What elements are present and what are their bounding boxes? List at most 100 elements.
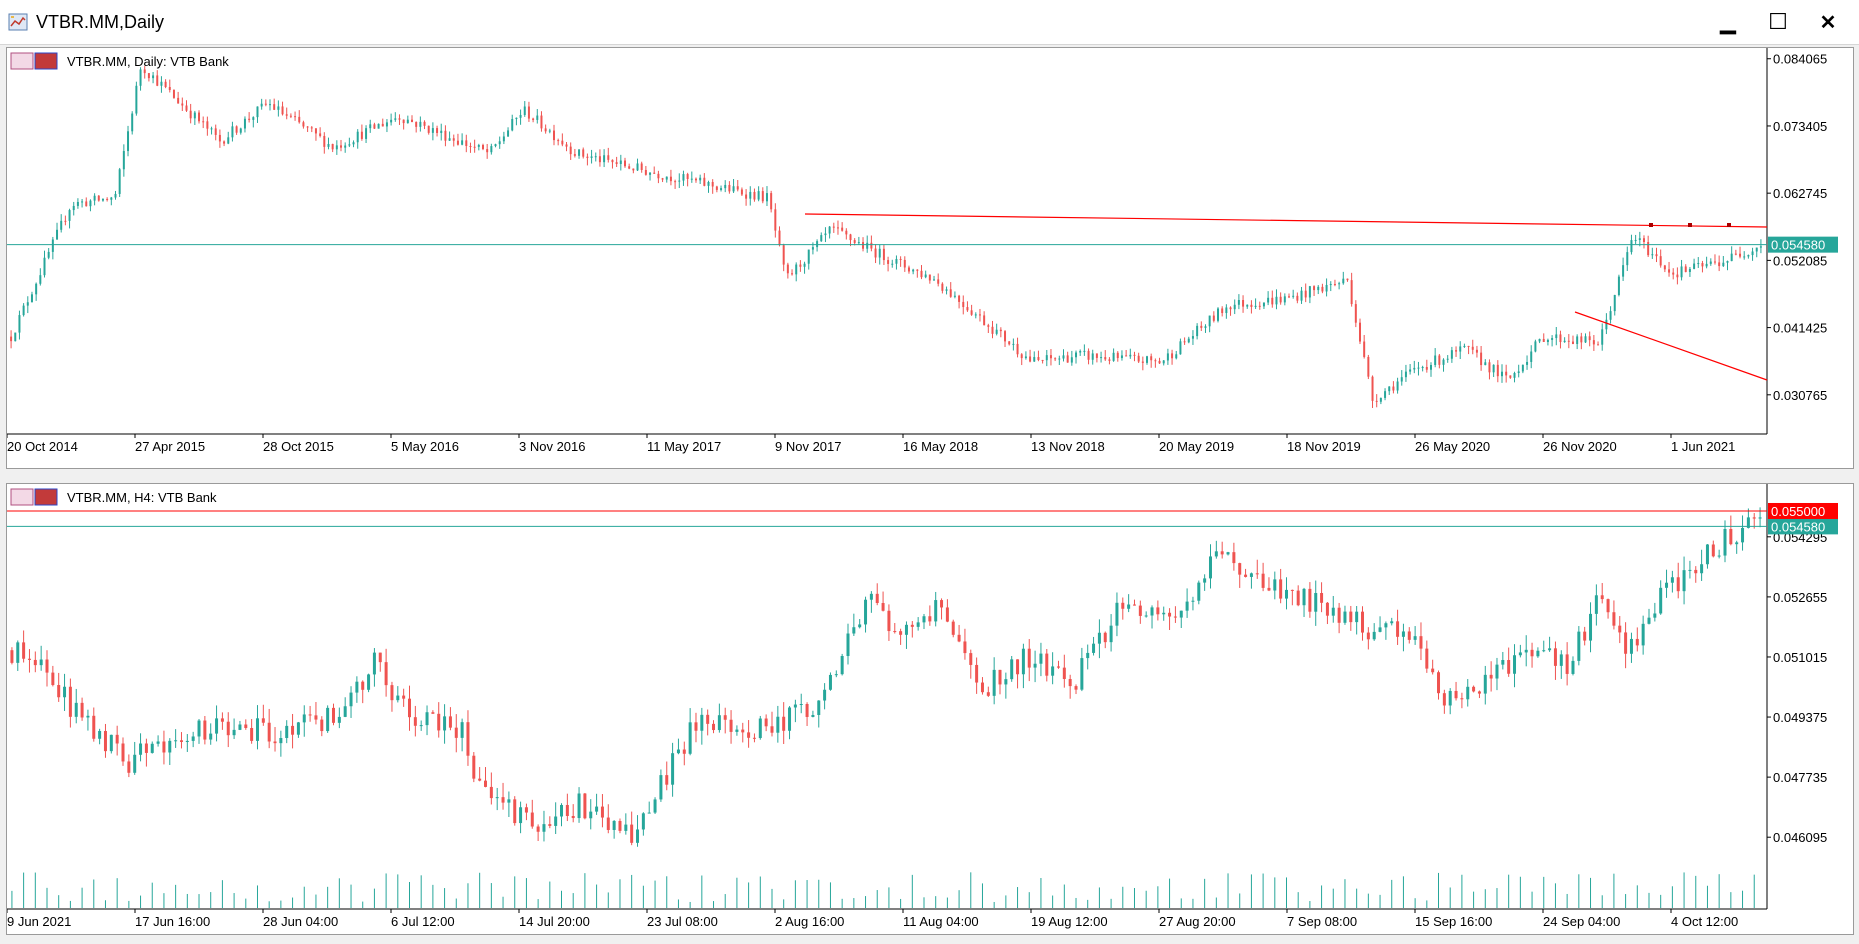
candle-body xyxy=(365,128,368,139)
candle-body xyxy=(320,719,324,732)
candle-body xyxy=(945,289,948,291)
candle-body xyxy=(1488,362,1491,373)
price-tick-label: 0.062745 xyxy=(1773,186,1827,201)
time-tick-label: 27 Aug 20:00 xyxy=(1159,914,1236,929)
candle-body xyxy=(1214,551,1218,557)
h4-chart-pane[interactable]: 0.054295 0.052655 0.051015 0.049375 0.047735… xyxy=(6,483,1854,935)
candle-body xyxy=(1308,286,1311,298)
support-trendline[interactable] xyxy=(1574,311,1768,381)
candle-body xyxy=(811,247,814,250)
candle-body xyxy=(1016,659,1020,675)
candle-body xyxy=(1267,587,1271,591)
time-tick-label: 20 May 2019 xyxy=(1159,439,1234,454)
candle-body xyxy=(1417,367,1420,369)
candle-body xyxy=(628,166,631,169)
candle-body xyxy=(778,230,781,246)
candle-body xyxy=(688,722,692,754)
candle-body xyxy=(916,269,919,271)
candle-body xyxy=(1653,613,1657,618)
properties-icon[interactable] xyxy=(10,488,34,506)
candle-body xyxy=(969,653,973,665)
daily-chart-pane[interactable]: 0.084065 0.073405 0.062745 0.052085 0.041425… xyxy=(6,47,1854,469)
candle-body xyxy=(454,727,458,738)
candle-body xyxy=(799,264,802,267)
daily-chart[interactable]: 0.084065 0.073405 0.062745 0.052085 0.041425… xyxy=(7,48,1853,468)
candle-body xyxy=(992,669,996,696)
candle-body xyxy=(406,119,409,124)
candle-body xyxy=(595,806,599,812)
candle-body xyxy=(1688,569,1692,571)
candle-body xyxy=(1565,654,1569,674)
candle-body xyxy=(1542,338,1545,342)
candle-body xyxy=(1571,660,1575,674)
candle-body xyxy=(1233,304,1236,310)
candle-body xyxy=(168,740,172,753)
properties-icon[interactable] xyxy=(10,52,34,70)
candle-body xyxy=(81,201,84,203)
candle-body xyxy=(846,633,850,657)
candle-body xyxy=(1684,266,1687,272)
candle-body xyxy=(699,177,702,181)
candle-body xyxy=(893,631,897,633)
candle-body xyxy=(93,195,96,201)
candle-body xyxy=(92,715,96,739)
candle-body xyxy=(1033,663,1037,668)
candle-body xyxy=(1717,555,1721,557)
candle-body xyxy=(832,226,835,228)
candle-body xyxy=(1138,605,1142,616)
candle-body xyxy=(1313,286,1316,291)
candle-body xyxy=(348,144,351,146)
candle-body xyxy=(1524,649,1528,653)
candle-body xyxy=(1162,612,1166,615)
candle-body xyxy=(1507,660,1511,674)
price-tick-label: 0.030765 xyxy=(1773,388,1827,403)
candle-body xyxy=(1217,308,1220,321)
candle-body xyxy=(1400,377,1403,382)
candle-body xyxy=(193,112,196,119)
trendline-anchor[interactable] xyxy=(1649,223,1653,227)
candle-body xyxy=(310,127,313,129)
candle-body xyxy=(1576,336,1579,344)
minimize-button[interactable]: ▁ xyxy=(1706,4,1750,40)
candle-body xyxy=(423,121,426,126)
candle-body xyxy=(881,603,885,611)
candle-body xyxy=(407,698,411,718)
resistance-trendline[interactable] xyxy=(804,213,1768,228)
candle-body xyxy=(1747,255,1750,257)
window-titlebar: VTBR.MM,Daily ▁ ☐ ✕ xyxy=(0,0,1859,45)
indicators-icon[interactable] xyxy=(34,488,58,506)
candle-body xyxy=(507,130,510,137)
trendline-anchor[interactable] xyxy=(1727,223,1731,227)
last-price-badge xyxy=(1768,518,1838,535)
h4-chart[interactable]: 0.0542950.0526550.0510150.0493750.047735… xyxy=(7,484,1853,934)
candle-body xyxy=(1238,563,1242,575)
candle-body xyxy=(444,130,447,141)
candle-body xyxy=(1379,397,1382,402)
time-tick-label: 4 Oct 12:00 xyxy=(1671,914,1738,929)
indicators-icon[interactable] xyxy=(34,52,58,70)
candle-body xyxy=(101,198,104,201)
candle-body xyxy=(1580,336,1583,343)
trendline-anchor[interactable] xyxy=(1688,223,1692,227)
candle-body xyxy=(473,146,476,148)
maximize-button[interactable]: ☐ xyxy=(1756,4,1800,40)
candle-body xyxy=(828,226,831,234)
candle-body xyxy=(390,685,394,701)
candle-body xyxy=(1133,354,1136,356)
candle-body xyxy=(1589,613,1593,641)
candle-body xyxy=(1542,650,1546,652)
candle-body xyxy=(139,69,142,86)
candle-body xyxy=(1112,352,1115,361)
candle-body xyxy=(1492,364,1495,373)
candle-body xyxy=(1283,296,1286,303)
candle-body xyxy=(770,193,773,210)
pane-separator[interactable] xyxy=(0,470,1859,480)
time-tick-label: 27 Apr 2015 xyxy=(135,439,205,454)
candle-body xyxy=(618,820,622,831)
candle-body xyxy=(1346,278,1349,281)
candle-body xyxy=(1016,343,1019,355)
candle-body xyxy=(419,121,422,127)
candle-body xyxy=(1448,690,1452,706)
close-button[interactable]: ✕ xyxy=(1806,4,1850,40)
candle-body xyxy=(131,113,134,132)
